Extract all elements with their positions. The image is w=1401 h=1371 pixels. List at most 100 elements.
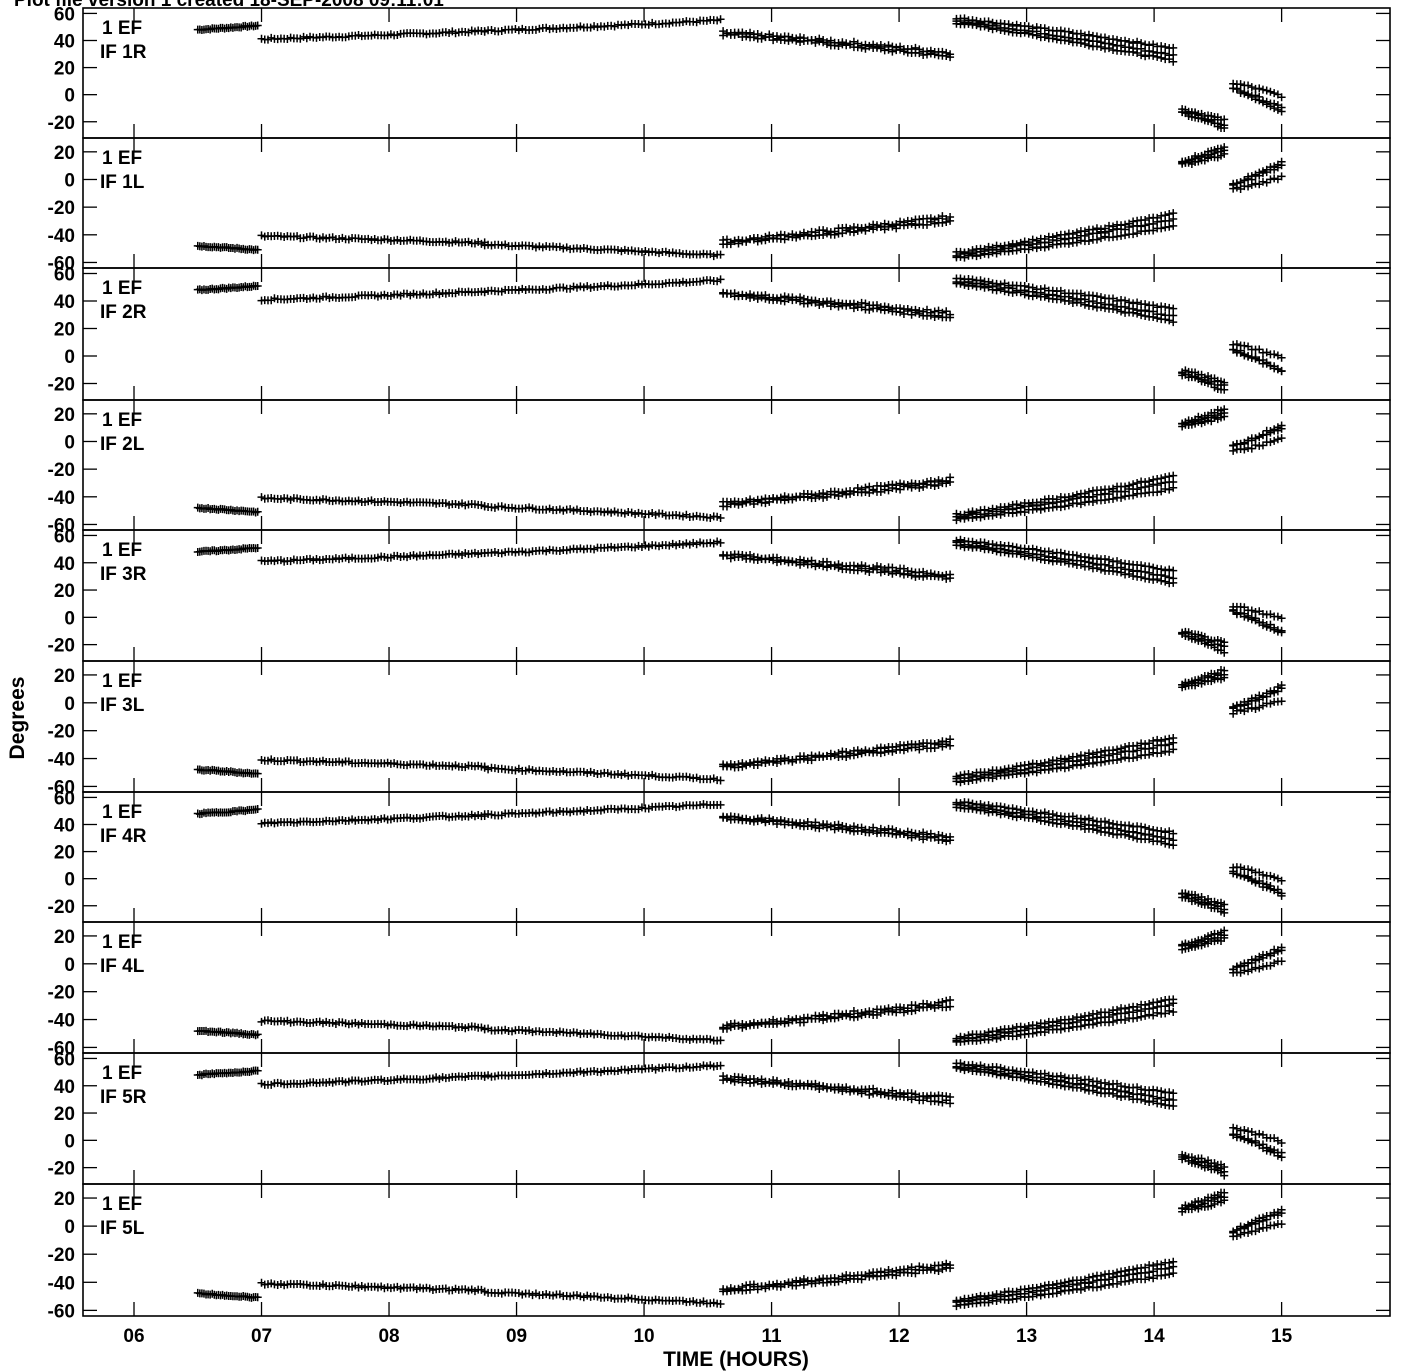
panel-label-line2: IF 1L [100, 172, 145, 193]
data-point [1161, 828, 1170, 837]
data-point [846, 224, 855, 233]
y-tick-label: 0 [64, 86, 75, 107]
data-point [1244, 967, 1253, 976]
data-point [1072, 499, 1081, 508]
data-point [1004, 20, 1013, 29]
data-point [1255, 168, 1264, 177]
data-point [668, 248, 677, 257]
y-tick-label: 0 [64, 608, 75, 629]
data-point [716, 15, 725, 24]
data-point [1056, 1025, 1065, 1034]
data-point [1153, 303, 1162, 312]
data-point [634, 247, 643, 256]
data-point [730, 30, 739, 39]
data-point [665, 19, 674, 28]
data-point [946, 53, 955, 62]
data-point [976, 276, 985, 285]
data-point [938, 218, 947, 227]
data-point [1145, 1010, 1154, 1019]
data-point [1262, 359, 1271, 368]
data-point [946, 996, 955, 1005]
data-point [627, 246, 636, 255]
data-point [562, 243, 571, 252]
data-point [1137, 39, 1146, 48]
data-point [480, 27, 489, 36]
y-tick-label: 60 [54, 526, 75, 547]
data-point [514, 286, 523, 295]
data-point [661, 247, 670, 256]
y-tick-label: 20 [54, 927, 75, 948]
data-point [1121, 753, 1130, 762]
data-point [742, 816, 751, 825]
y-tick-label: 40 [54, 554, 75, 575]
panel-frame [82, 267, 1391, 401]
data-point [984, 17, 993, 26]
data-point [849, 1086, 858, 1095]
y-tick-label: -40 [48, 226, 75, 247]
plot-header-text: Plot file version 1 created 18-SEP-2008 … [14, 0, 444, 11]
y-tick-label: -20 [48, 198, 75, 219]
data-point [1273, 612, 1282, 621]
data-point [1157, 310, 1166, 319]
data-point [583, 282, 592, 291]
data-point [1137, 822, 1146, 831]
data-point [569, 282, 578, 291]
data-point [1270, 104, 1279, 113]
data-point [1076, 29, 1085, 38]
panel-label-line2: IF 3L [100, 695, 145, 716]
data-point [1032, 545, 1041, 554]
data-point [722, 761, 731, 770]
data-point [1169, 57, 1178, 66]
data-point [1028, 544, 1037, 553]
data-point [1088, 1020, 1097, 1029]
data-point [792, 231, 801, 240]
data-point [788, 493, 797, 502]
data-point [1141, 823, 1150, 832]
data-point [1165, 834, 1174, 843]
data-point [819, 226, 828, 235]
data-point [484, 240, 493, 249]
data-point [769, 36, 778, 45]
data-point [1255, 96, 1264, 105]
data-point [956, 274, 965, 283]
data-point [996, 280, 1005, 289]
data-point [1149, 1004, 1158, 1013]
data-point [1125, 821, 1134, 830]
data-point [1088, 497, 1097, 506]
data-point [637, 248, 646, 257]
data-point [579, 243, 588, 252]
data-point [926, 311, 935, 320]
data-points [193, 1059, 1286, 1180]
data-point [1137, 1012, 1146, 1021]
data-point [930, 739, 939, 748]
data-point [815, 301, 824, 310]
data-point [655, 249, 664, 258]
data-point [1273, 683, 1282, 692]
data-point [803, 1013, 812, 1022]
data-point [1266, 949, 1275, 958]
data-point [1052, 764, 1061, 773]
y-tick-label: -20 [48, 897, 75, 918]
data-point [1109, 1017, 1118, 1026]
data-point [826, 1083, 835, 1092]
data-point [1244, 182, 1253, 191]
data-point [576, 244, 585, 253]
data-point [1121, 296, 1130, 305]
data-point [1262, 86, 1271, 95]
data-point [1236, 80, 1245, 89]
data-point [1232, 340, 1241, 349]
data-point [535, 242, 544, 251]
y-tick-label: 60 [54, 265, 75, 286]
data-point [1012, 1032, 1021, 1041]
data-point [1121, 1016, 1130, 1024]
data-point [1000, 279, 1009, 288]
data-point [788, 230, 797, 239]
data-point [1113, 35, 1122, 44]
data-point [1064, 501, 1073, 510]
data-point [702, 16, 711, 25]
data-point [942, 51, 951, 60]
data-point [772, 34, 781, 43]
data-point [1040, 808, 1049, 817]
